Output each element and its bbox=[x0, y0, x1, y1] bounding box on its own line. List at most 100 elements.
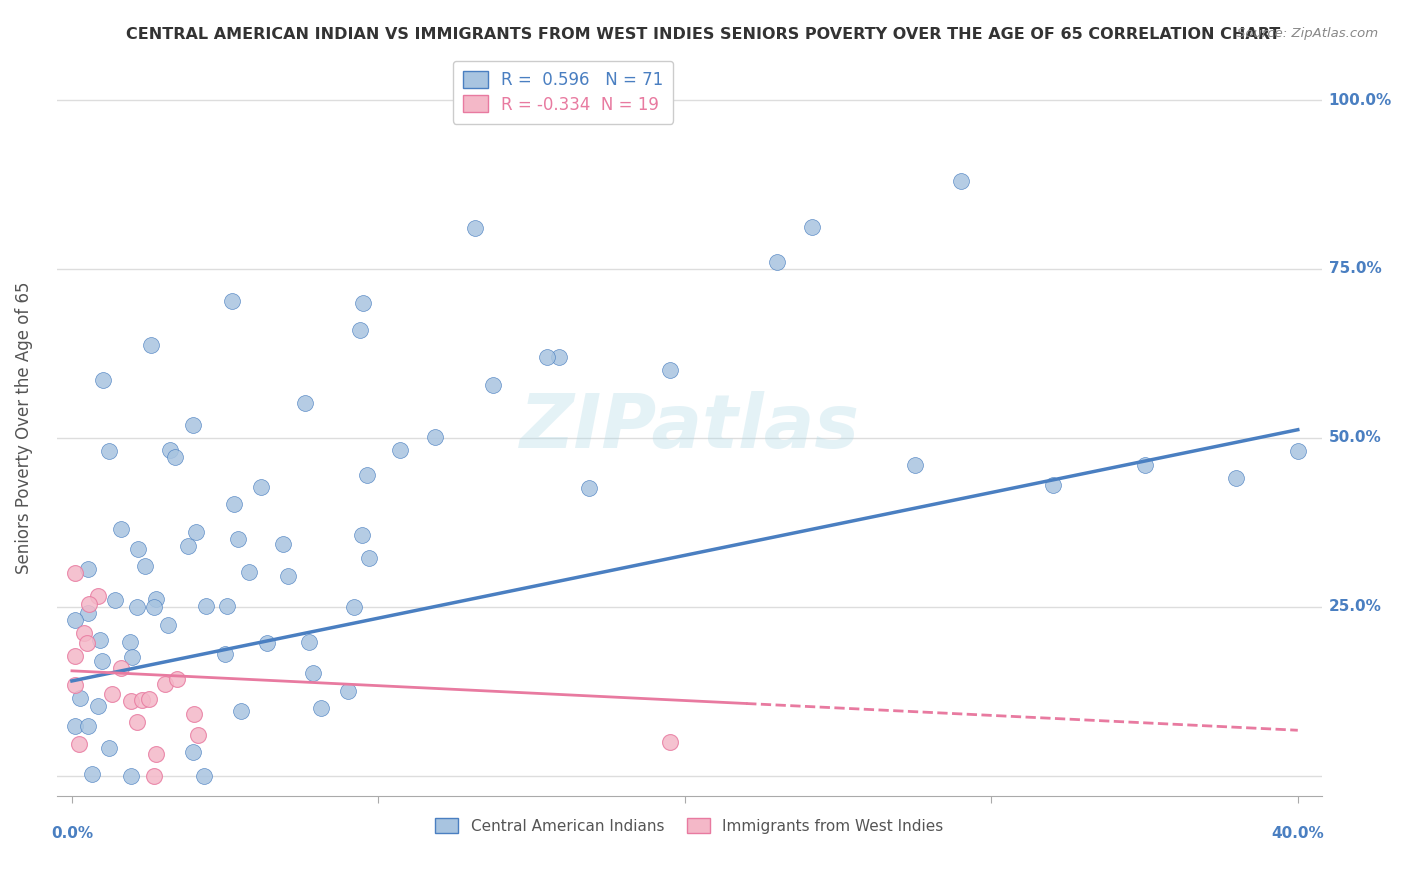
Point bbox=[104, 593, 127, 607]
Point bbox=[120, 635, 142, 649]
Point bbox=[547, 351, 569, 365]
Point bbox=[125, 715, 148, 730]
Point bbox=[98, 740, 121, 755]
Point bbox=[801, 220, 824, 235]
Point bbox=[77, 719, 100, 733]
Point bbox=[73, 625, 96, 640]
Point bbox=[143, 768, 166, 782]
Text: 0.0%: 0.0% bbox=[51, 826, 93, 841]
Point bbox=[765, 255, 787, 269]
Point bbox=[77, 562, 100, 576]
Point bbox=[145, 747, 167, 761]
Point bbox=[309, 701, 332, 715]
Point bbox=[131, 693, 153, 707]
Point bbox=[1133, 458, 1156, 472]
Point bbox=[298, 635, 321, 649]
Point bbox=[658, 735, 681, 749]
Point bbox=[67, 737, 90, 751]
Point bbox=[79, 597, 101, 611]
Point bbox=[183, 707, 205, 722]
Point bbox=[352, 295, 374, 310]
Point bbox=[121, 649, 143, 664]
Point bbox=[187, 728, 209, 742]
Point bbox=[63, 648, 86, 663]
Point bbox=[1042, 478, 1064, 492]
Point bbox=[91, 654, 114, 668]
Point bbox=[294, 395, 316, 409]
Point bbox=[156, 617, 179, 632]
Text: CENTRAL AMERICAN INDIAN VS IMMIGRANTS FROM WEST INDIES SENIORS POVERTY OVER THE : CENTRAL AMERICAN INDIAN VS IMMIGRANTS FR… bbox=[127, 27, 1279, 42]
Point bbox=[63, 678, 86, 692]
Point bbox=[134, 558, 156, 573]
Legend: Central American Indians, Immigrants from West Indies: Central American Indians, Immigrants fro… bbox=[429, 812, 949, 839]
Point bbox=[1286, 444, 1309, 458]
Text: 100.0%: 100.0% bbox=[1329, 93, 1392, 108]
Point bbox=[388, 442, 411, 457]
Point bbox=[89, 632, 111, 647]
Point bbox=[159, 443, 181, 458]
Point bbox=[256, 636, 278, 650]
Point bbox=[127, 542, 149, 557]
Point bbox=[215, 599, 238, 614]
Point bbox=[76, 636, 98, 650]
Text: 75.0%: 75.0% bbox=[1329, 261, 1381, 277]
Point bbox=[1225, 471, 1247, 485]
Point bbox=[181, 417, 204, 432]
Point bbox=[423, 430, 446, 444]
Text: Source: ZipAtlas.com: Source: ZipAtlas.com bbox=[1237, 27, 1378, 40]
Point bbox=[214, 647, 236, 661]
Point bbox=[110, 522, 132, 536]
Point bbox=[238, 565, 260, 579]
Point bbox=[464, 221, 486, 235]
Point bbox=[226, 532, 249, 546]
Text: 40.0%: 40.0% bbox=[1271, 826, 1324, 841]
Point bbox=[76, 606, 98, 620]
Point bbox=[142, 600, 165, 615]
Point bbox=[904, 458, 927, 472]
Point bbox=[163, 450, 186, 464]
Text: 50.0%: 50.0% bbox=[1329, 430, 1381, 445]
Point bbox=[138, 691, 160, 706]
Point bbox=[231, 704, 253, 718]
Point bbox=[250, 480, 273, 494]
Point bbox=[63, 566, 86, 580]
Point bbox=[63, 613, 86, 627]
Point bbox=[350, 528, 373, 542]
Text: 25.0%: 25.0% bbox=[1329, 599, 1382, 615]
Point bbox=[356, 468, 378, 483]
Point bbox=[69, 690, 91, 705]
Point bbox=[536, 350, 558, 364]
Point bbox=[181, 746, 204, 760]
Point bbox=[87, 589, 110, 603]
Point bbox=[186, 525, 208, 540]
Point bbox=[110, 661, 132, 675]
Point bbox=[194, 599, 217, 614]
Point bbox=[578, 481, 600, 495]
Point bbox=[91, 373, 114, 387]
Point bbox=[221, 293, 243, 308]
Point bbox=[336, 684, 359, 698]
Point bbox=[82, 767, 104, 781]
Point bbox=[271, 536, 294, 550]
Point bbox=[193, 768, 215, 782]
Point bbox=[98, 443, 121, 458]
Point bbox=[166, 672, 188, 686]
Point bbox=[65, 719, 87, 733]
Point bbox=[120, 768, 142, 782]
Point bbox=[145, 592, 167, 607]
Point bbox=[125, 600, 148, 615]
Point bbox=[177, 539, 200, 553]
Point bbox=[277, 569, 299, 583]
Point bbox=[101, 687, 124, 701]
Point bbox=[949, 174, 972, 188]
Point bbox=[343, 600, 366, 615]
Point bbox=[155, 677, 177, 691]
Point bbox=[482, 378, 505, 392]
Point bbox=[87, 698, 110, 713]
Point bbox=[349, 323, 371, 337]
Text: ZIPatlas: ZIPatlas bbox=[519, 392, 859, 464]
Point bbox=[222, 497, 245, 511]
Point bbox=[120, 694, 142, 708]
Point bbox=[359, 550, 381, 565]
Point bbox=[658, 363, 681, 377]
